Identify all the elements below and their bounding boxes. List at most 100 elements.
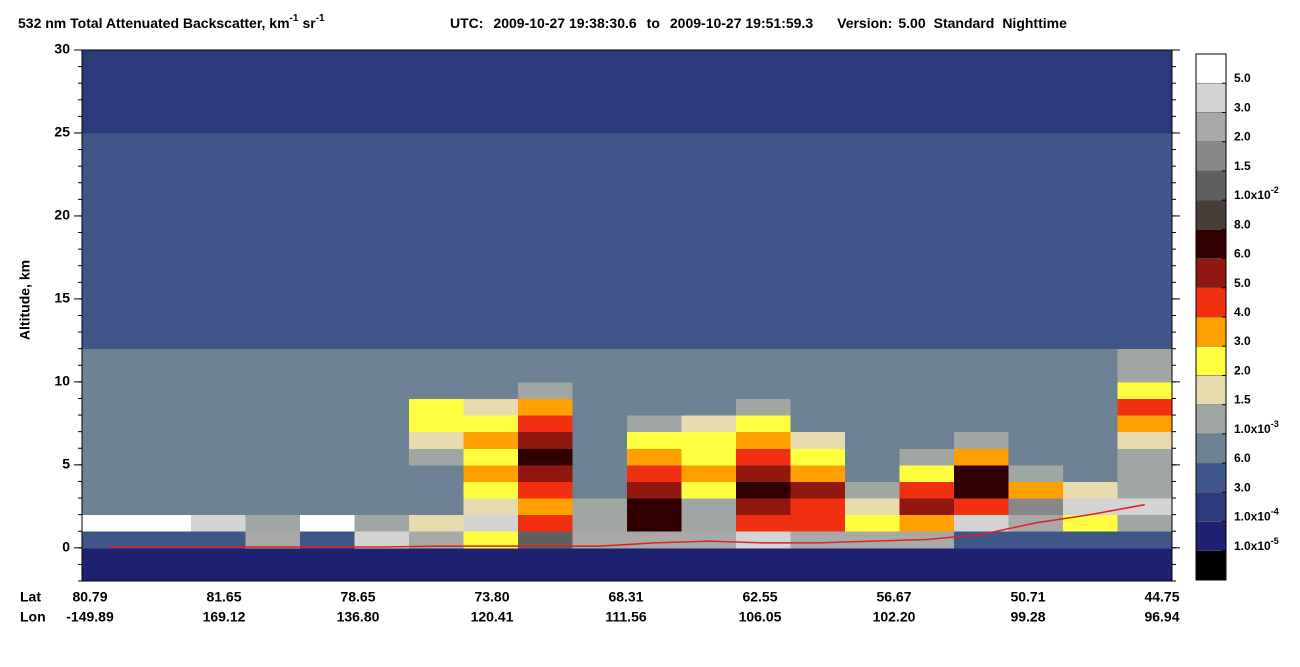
heatmap-cell — [1117, 50, 1173, 134]
x-tick-label: 106.05 — [739, 609, 782, 625]
heatmap-cell — [300, 564, 355, 582]
heatmap-cell — [191, 431, 246, 449]
heatmap-cell — [354, 431, 410, 449]
heatmap-cell — [790, 531, 846, 549]
x-tick-label: 81.65 — [206, 589, 241, 605]
heatmap-cell — [627, 564, 682, 582]
heatmap-cell — [245, 348, 301, 383]
heatmap-cell — [245, 298, 301, 350]
heatmap-cell — [954, 514, 1009, 532]
heatmap-cell — [736, 464, 791, 482]
heatmap-cell — [191, 514, 246, 532]
heatmap-cell — [899, 547, 955, 565]
heatmap-cell — [1008, 448, 1064, 466]
heatmap-cell — [790, 481, 846, 499]
heatmap-cell — [1008, 348, 1064, 383]
colorbar-label-text: 6.0 — [1234, 451, 1251, 465]
heatmap-cell — [790, 448, 846, 466]
heatmap-cell — [245, 547, 301, 565]
colorbar-label-text: 1.5 — [1234, 159, 1251, 173]
heatmap-cell — [245, 448, 301, 466]
x-tick-label: 68.31 — [608, 589, 643, 605]
colorbar-tick-label: 1.0x10-3 — [1234, 419, 1279, 436]
heatmap-cell — [409, 215, 464, 300]
heatmap-cell — [245, 50, 301, 134]
heatmap-cell — [300, 431, 355, 449]
heatmap-cell — [1063, 398, 1118, 416]
heatmap-cell — [1063, 464, 1118, 482]
heatmap-cell — [845, 531, 900, 549]
heatmap-cell — [518, 50, 573, 134]
utc-to: to — [647, 15, 660, 31]
heatmap-cell — [954, 431, 1009, 449]
heatmap-cell — [1063, 298, 1118, 350]
heatmap-cell — [82, 348, 137, 383]
heatmap-cell — [572, 481, 628, 499]
heatmap-cell — [1063, 564, 1118, 582]
heatmap-cell — [681, 464, 737, 482]
heatmap-cell — [627, 215, 682, 300]
heatmap-cell — [627, 547, 682, 565]
heatmap-cell — [82, 431, 137, 449]
heatmap-cell — [736, 215, 791, 300]
heatmap-cell — [899, 564, 955, 582]
heatmap-cell — [409, 298, 464, 350]
heatmap-cell — [1008, 531, 1064, 549]
heatmap-cell — [409, 514, 464, 532]
colorbar-label-exp: -3 — [1271, 419, 1279, 429]
colorbar-box — [1195, 170, 1227, 201]
heatmap-cell — [518, 215, 573, 300]
heatmap-cell — [354, 381, 410, 399]
colorbar-label-text: 2.0 — [1234, 364, 1251, 378]
heatmap-cell — [627, 415, 682, 433]
heatmap-cell — [1117, 298, 1173, 350]
heatmap-cell — [899, 50, 955, 134]
heatmap-cell — [954, 498, 1009, 516]
heatmap-cell — [409, 50, 464, 134]
colorbar-box — [1195, 492, 1227, 522]
heatmap-cell — [1117, 398, 1173, 416]
heatmap-cell — [409, 464, 464, 482]
x-tick-label: 120.41 — [471, 609, 514, 625]
colorbar-tick-label: 6.0 — [1234, 451, 1251, 465]
heatmap-cell — [572, 398, 628, 416]
heatmap-cell — [518, 547, 573, 565]
colorbar-label-text: 1.5 — [1234, 393, 1251, 407]
heatmap-cell — [300, 215, 355, 300]
heatmap-cell — [899, 481, 955, 499]
heatmap-cell — [1117, 514, 1173, 532]
heatmap-cell — [736, 298, 791, 350]
heatmap-cell — [1008, 132, 1064, 217]
colorbar-box — [1195, 375, 1227, 405]
colorbar-box — [1195, 141, 1227, 172]
heatmap-cell — [245, 431, 301, 449]
heatmap-cell — [1063, 498, 1118, 516]
heatmap-cell — [136, 381, 192, 399]
heatmap-cell — [136, 448, 192, 466]
utc-start: 2009-10-27 19:38:30.6 — [493, 15, 636, 31]
heatmap-cell — [736, 531, 791, 549]
heatmap-cell — [954, 547, 1009, 565]
x-tick-label: 56.67 — [876, 589, 911, 605]
heatmap-cell — [463, 481, 519, 499]
heatmap-cell — [354, 298, 410, 350]
heatmap-cell — [845, 132, 900, 217]
heatmap-cell — [572, 132, 628, 217]
heatmap-cell — [954, 448, 1009, 466]
heatmap-cell — [627, 50, 682, 134]
heatmap-cell — [899, 132, 955, 217]
colorbar-box — [1195, 82, 1227, 113]
heatmap-cell — [82, 50, 137, 134]
colorbar-box — [1195, 462, 1227, 493]
colorbar-tick-label: 1.5 — [1234, 159, 1251, 173]
heatmap-cell — [790, 514, 846, 532]
heatmap-cell — [627, 514, 682, 532]
heatmap-cell — [1063, 381, 1118, 399]
heatmap-cell — [681, 415, 737, 433]
colorbar-box — [1195, 258, 1227, 289]
colorbar-label-text: 3.0 — [1234, 101, 1251, 115]
heatmap-cell — [845, 464, 900, 482]
heatmap-cell — [463, 464, 519, 482]
heatmap-cell — [736, 415, 791, 433]
heatmap-cell — [1117, 498, 1173, 516]
